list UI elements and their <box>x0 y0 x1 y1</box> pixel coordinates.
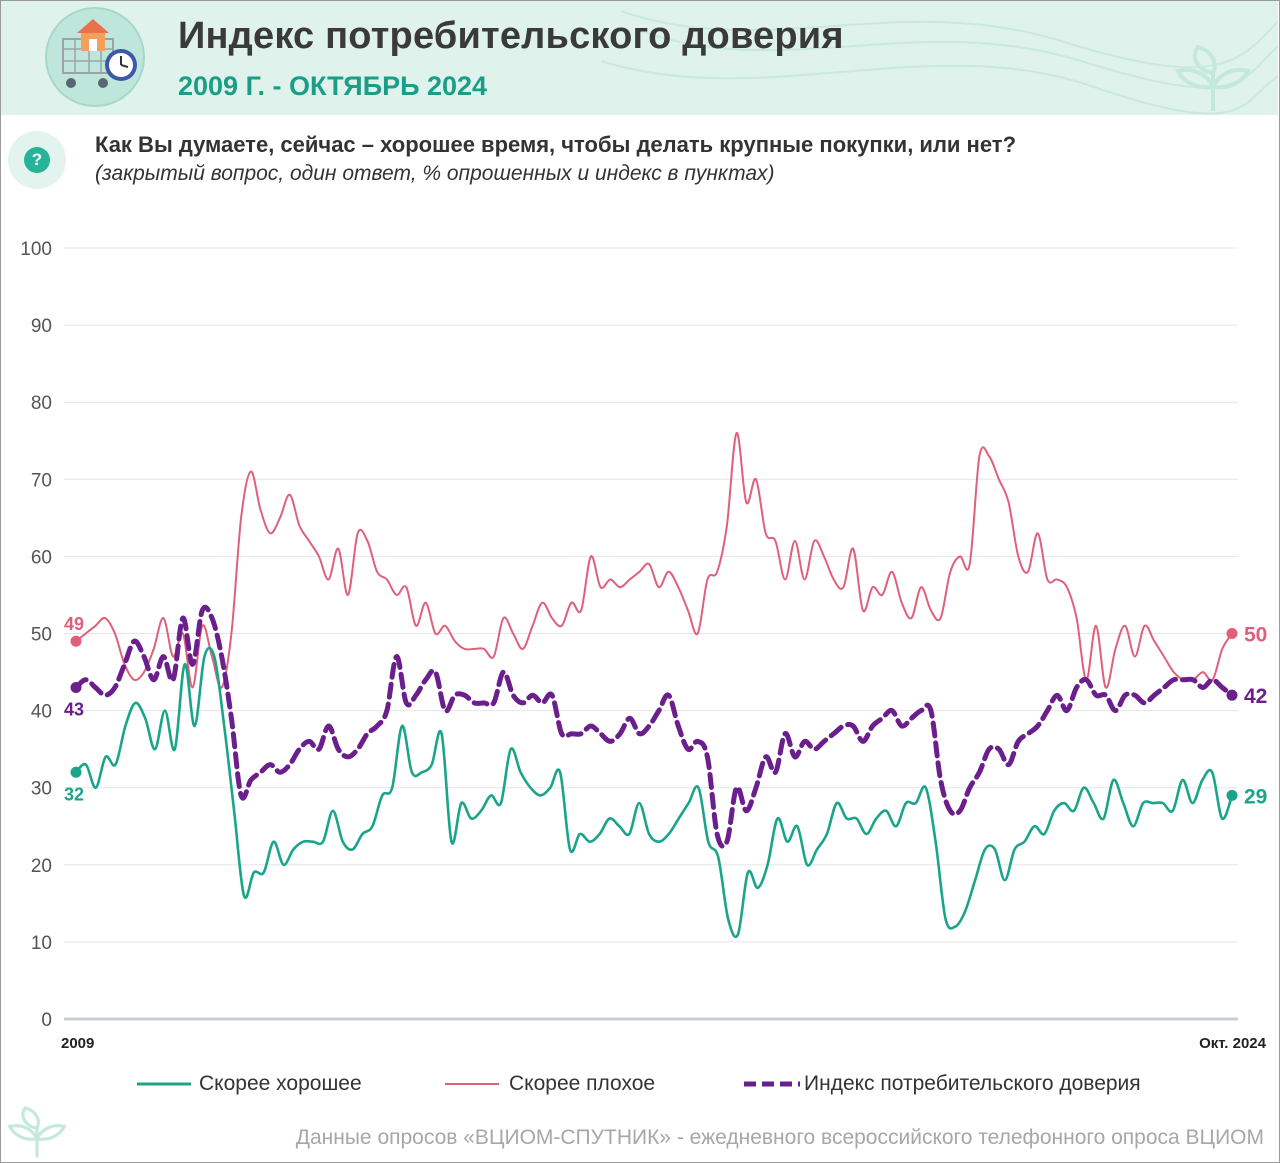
legend-label-index: Индекс потребительского доверия <box>804 1072 1141 1095</box>
y-tick-label: 50 <box>31 625 52 646</box>
x-axis-start-label: 2009 <box>61 1035 94 1052</box>
y-tick-label: 20 <box>31 856 52 877</box>
x-axis-end-label: Окт. 2024 <box>1199 1035 1267 1052</box>
sprout-logo-icon <box>1175 44 1251 111</box>
header-banner: Индекс потребительского доверия 2009 Г. … <box>1 1 1278 115</box>
legend-label-bad: Скорее плохое <box>509 1072 656 1095</box>
legend-item-index: Индекс потребительского доверия <box>742 1070 1141 1098</box>
series-end-label-good: 29 <box>1244 785 1267 808</box>
series-line-bad <box>75 431 1233 689</box>
series-end-marker-index <box>1226 689 1238 701</box>
y-tick-label: 40 <box>31 702 52 723</box>
page-title: Индекс потребительского доверия <box>178 15 844 57</box>
legend-label-good: Скорее хорошее <box>199 1072 362 1095</box>
series-line-good <box>74 646 1234 939</box>
question-text: Как Вы думаете, сейчас – хорошее время, … <box>95 132 1017 157</box>
shopping-cart-icon <box>45 7 145 107</box>
series-end-label-bad: 50 <box>1244 624 1267 647</box>
series-start-label-bad: 49 <box>64 614 84 634</box>
series-start-label-good: 32 <box>64 784 84 804</box>
y-tick-label: 30 <box>31 779 52 800</box>
legend-swatch-good <box>137 1082 191 1086</box>
footer-sprout-icon <box>7 1106 67 1158</box>
y-tick-label: 0 <box>41 1010 52 1031</box>
y-tick-label: 80 <box>31 393 52 414</box>
series-end-label-index: 42 <box>1244 685 1267 708</box>
series-start-label-index: 43 <box>64 699 84 719</box>
source-footnote: Данные опросов «ВЦИОМ-СПУТНИК» - ежеднев… <box>295 1126 1264 1149</box>
chart-grid <box>64 247 1238 1021</box>
series-start-marker-index <box>70 681 82 693</box>
y-tick-label: 10 <box>31 933 52 954</box>
y-tick-label: 90 <box>31 316 52 337</box>
chart-series: 49 50 32 29 43 42 <box>64 431 1267 939</box>
series-line-index <box>73 604 1235 849</box>
y-tick-label: 100 <box>20 239 52 260</box>
line-chart: 0 10 20 30 40 50 60 70 80 90 100 49 50 32 29 43 42 2009… <box>20 239 1267 1052</box>
y-axis: 0 10 20 30 40 50 60 70 80 90 100 <box>20 239 52 1031</box>
page-subtitle: 2009 Г. - ОКТЯБРЬ 2024 <box>178 71 488 101</box>
series-start-marker-good <box>70 766 82 778</box>
question-note: (закрытый вопрос, один ответ, % опрошенн… <box>95 162 775 185</box>
series-start-marker-bad <box>70 635 82 647</box>
legend-swatch-index <box>744 1081 800 1087</box>
series-end-marker-good <box>1226 789 1238 801</box>
y-tick-label: 60 <box>31 547 52 568</box>
question-badge: ? <box>8 131 66 189</box>
legend-swatch-bad <box>445 1083 499 1085</box>
legend-item-bad: Скорее плохое <box>445 1070 655 1098</box>
y-tick-label: 70 <box>31 470 52 491</box>
series-end-marker-bad <box>1226 628 1238 639</box>
legend-item-good: Скорее хорошее <box>137 1070 362 1098</box>
question-icon: ? <box>24 147 50 173</box>
